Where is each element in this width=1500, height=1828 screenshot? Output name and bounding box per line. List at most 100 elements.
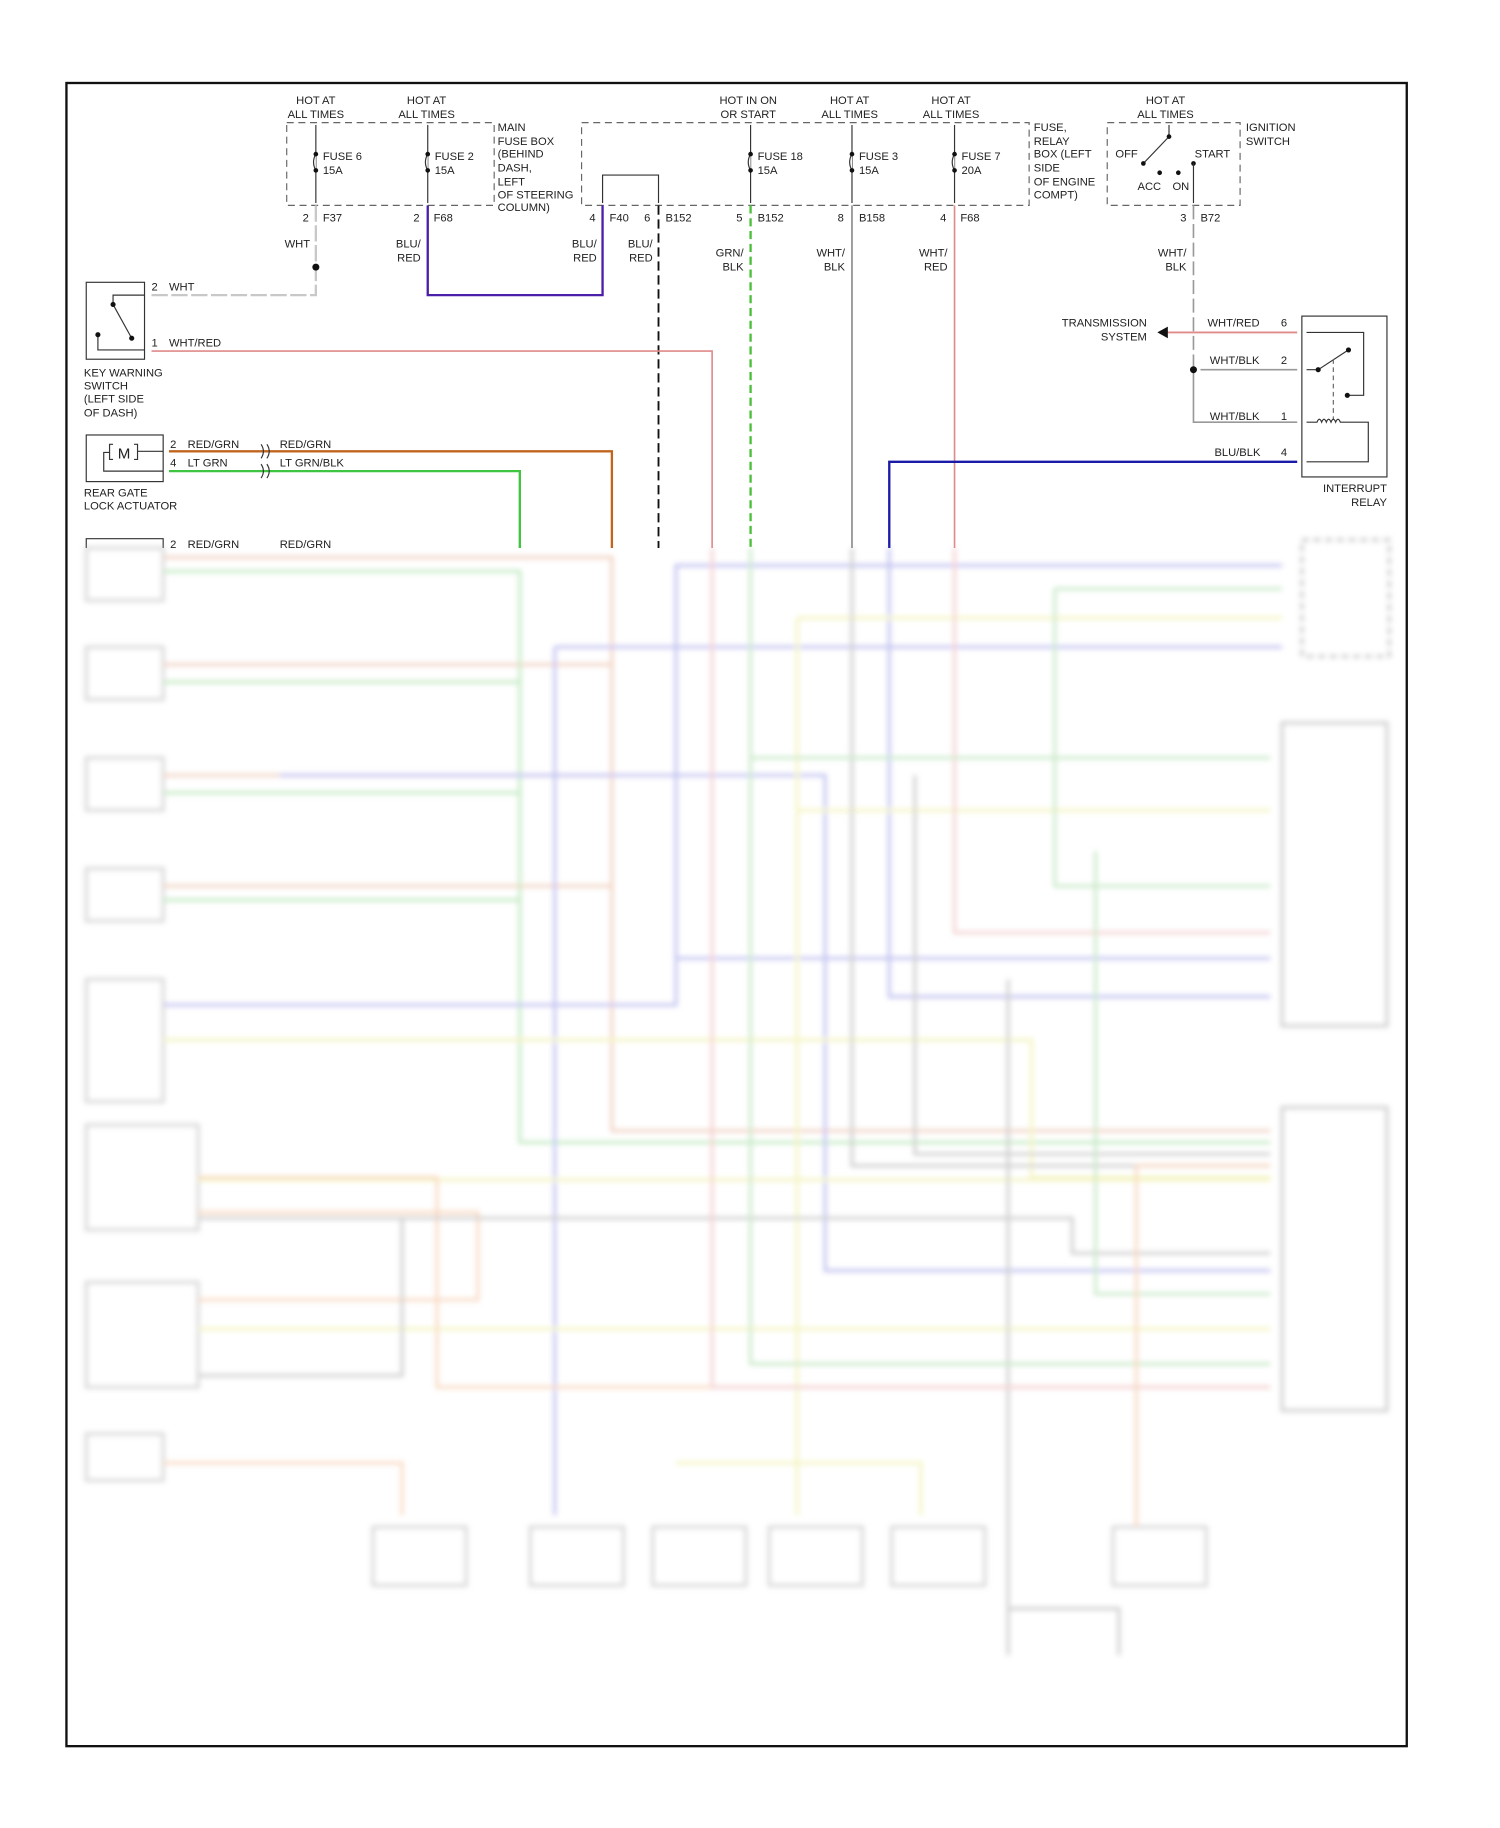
- diagram-label: 20A: [962, 165, 982, 177]
- diagram-label: BOX (LEFT: [1034, 149, 1092, 161]
- diagram-label: START: [1195, 149, 1231, 161]
- diagram-label: B152: [666, 213, 692, 225]
- diagram-label: WHT/RED: [169, 337, 221, 349]
- diagram-label: WHT/BLK: [1210, 355, 1260, 367]
- diagram-label: 2: [152, 281, 158, 293]
- diagram-label: ALL TIMES: [923, 109, 980, 121]
- diagram-label: 2: [303, 213, 309, 225]
- diagram-label: F68: [960, 213, 979, 225]
- diagram-label: F40: [610, 213, 629, 225]
- diagram-label: M: [118, 445, 131, 462]
- diagram-label: 1: [1281, 411, 1287, 423]
- diagram-label: F68: [434, 213, 453, 225]
- diagram-label: BLK: [824, 262, 846, 274]
- diagram-label: ON: [1172, 181, 1189, 193]
- diagram-label: 3: [1180, 213, 1186, 225]
- diagram-label: BLU/: [628, 238, 654, 250]
- diagram-label: 4: [940, 213, 946, 225]
- diagram-label: HOT AT: [830, 95, 869, 107]
- diagram-label: OF ENGINE: [1034, 177, 1095, 189]
- fuse-6: FUSE 6 15A: [312, 124, 362, 204]
- diagram-label: INTERRUPT: [1323, 483, 1387, 495]
- diagram-label: BLK: [1165, 262, 1187, 274]
- diagram-label: (LEFT SIDE: [84, 393, 144, 405]
- diagram-label: RED: [397, 252, 421, 264]
- diagram-label: OF STEERING: [498, 189, 574, 201]
- interrupt-relay: TRANSMISSION SYSTEM WHT/RED 6 WHT/BLK 2 WH…: [1062, 315, 1388, 509]
- diagram-label: B72: [1200, 213, 1220, 225]
- diagram-label: LOCK ACTUATOR: [84, 501, 177, 513]
- diagram-label: REAR GATE: [84, 488, 148, 500]
- diagram-label: RED: [629, 252, 653, 264]
- diagram-label: 15A: [859, 165, 879, 177]
- connector-pins: 2 F37 2 F68 4 F40 6 B152 5 B152 8 B158 4 F68 3 B…: [303, 213, 1221, 225]
- diagram-label: (BEHIND: [498, 149, 544, 161]
- diagram-label: OFF: [1115, 149, 1138, 161]
- diagram-label: IGNITION: [1246, 122, 1296, 134]
- fuse-3: FUSE 3 15A: [849, 124, 898, 204]
- diagram-label: 6: [644, 213, 650, 225]
- wire-lt-grn: [168, 469, 521, 549]
- diagram-label: KEY WARNING: [84, 368, 163, 380]
- wire-key-wht-red: [151, 350, 713, 549]
- wire-red-grn: [168, 450, 614, 549]
- diagram-label: OR START: [721, 109, 777, 121]
- diagram-label: SWITCH: [84, 381, 128, 393]
- diagram-label: 1: [152, 337, 158, 349]
- wire-blu-red: [426, 205, 604, 297]
- diagram-label: ALL TIMES: [821, 109, 878, 121]
- diagram-label: HOT AT: [931, 95, 970, 107]
- diagram-label: DASH,: [498, 163, 532, 175]
- diagram-label: 15A: [435, 165, 455, 177]
- diagram-label: BLK: [722, 262, 744, 274]
- diagram-label: RED/GRN: [188, 539, 240, 551]
- diagram-label: 2: [413, 213, 419, 225]
- diagram-label: 4: [589, 213, 595, 225]
- diagram-label: ALL TIMES: [1137, 109, 1194, 121]
- fuse-2: FUSE 2 15A: [424, 124, 474, 204]
- fuse-relay-box: HOT IN ON OR START HOT AT ALL TIMES HOT …: [581, 95, 1095, 206]
- diagram-label: WHT/BLK: [1210, 411, 1260, 423]
- diagram-label: HOT AT: [1146, 95, 1185, 107]
- diagram-label: COMPT): [1034, 189, 1078, 201]
- diagram-label: FUSE BOX: [498, 136, 555, 148]
- diagram-label: RED/GRN: [188, 439, 240, 451]
- diagram-label: 4: [170, 457, 176, 469]
- diagram-label: HOT AT: [407, 95, 446, 107]
- diagram-label: FUSE 2: [435, 151, 474, 163]
- fuse-7: FUSE 7 20A: [951, 124, 1001, 204]
- diagram-label: ALL TIMES: [398, 109, 455, 121]
- diagram-label: FUSE 18: [758, 151, 803, 163]
- diagram-label: SWITCH: [1246, 136, 1290, 148]
- diagram-label: RED: [924, 262, 948, 274]
- diagram-label: 2: [170, 439, 176, 451]
- diagram-label: LT GRN: [188, 457, 228, 469]
- diagram-label: FUSE,: [1034, 122, 1067, 134]
- diagram-label: RED/GRN: [280, 539, 332, 551]
- diagram-label: 15A: [323, 165, 343, 177]
- diagram-label: RED/GRN: [280, 439, 332, 451]
- rear-gate-lock-actuator: M 2 RED/GRN RED/GRN 4 LT GRN LT GRN/BLK …: [84, 434, 344, 513]
- diagram-label: 6: [1281, 318, 1287, 330]
- diagram-label: BLU/BLK: [1214, 447, 1261, 459]
- diagram-label: WHT/: [919, 248, 948, 260]
- diagram-label: LEFT: [498, 177, 525, 189]
- diagram-label: FUSE 6: [323, 151, 362, 163]
- wire-wht: [151, 205, 318, 297]
- diagram-label: FUSE 7: [962, 151, 1001, 163]
- diagram-label: BLU/: [396, 238, 422, 250]
- key-warning-switch: 2 WHT 1 WHT/RED KEY WARNING SWITCH (LEFT…: [84, 281, 221, 419]
- diagram-label: 5: [736, 213, 742, 225]
- diagram-label: 8: [838, 213, 844, 225]
- blurred-lower-diagram: [84, 538, 1391, 1656]
- diagram-label: HOT AT: [296, 95, 335, 107]
- diagram-label: 2: [1281, 355, 1287, 367]
- diagram-label: WHT/: [816, 248, 845, 260]
- diagram-label: B152: [758, 213, 784, 225]
- fuse-18: FUSE 18 15A: [747, 124, 803, 204]
- wires: [151, 205, 1298, 549]
- wire-labels: WHT BLU/ RED BLU/ RED BLU/ RED GRN/ BLK …: [285, 238, 1188, 273]
- diagram-label: OF DASH): [84, 407, 138, 419]
- diagram-label: HOT IN ON: [719, 95, 777, 107]
- diagram-label: WHT: [285, 238, 311, 250]
